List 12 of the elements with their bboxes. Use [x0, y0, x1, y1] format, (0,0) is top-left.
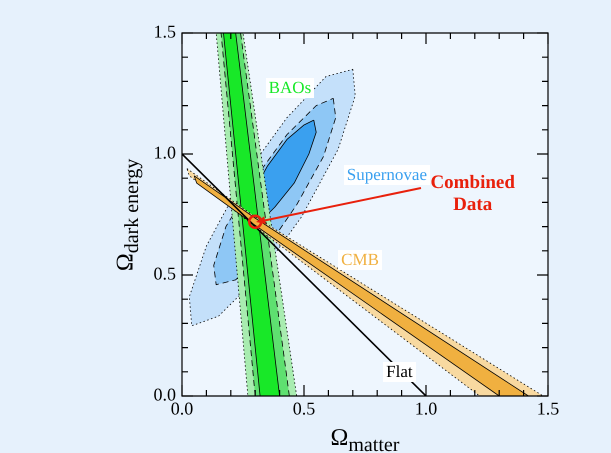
x-tick-label: 0.5: [292, 398, 316, 419]
x-tick-label: 1.5: [536, 398, 560, 419]
annotation: Flat: [383, 362, 416, 382]
x-tick-label: 1.0: [414, 398, 438, 419]
text: Supernovae: [344, 165, 430, 186]
x-axis-title: Ω$_{matter}$: [330, 425, 400, 453]
y-tick-label: 1.0: [154, 142, 176, 163]
series-label: BAOs: [266, 78, 314, 98]
annotation: Combined Data: [429, 172, 516, 216]
y-tick-label: 0.5: [154, 264, 176, 284]
y-tick-label: 1.5: [154, 22, 176, 42]
annotation: CMB: [338, 250, 382, 270]
